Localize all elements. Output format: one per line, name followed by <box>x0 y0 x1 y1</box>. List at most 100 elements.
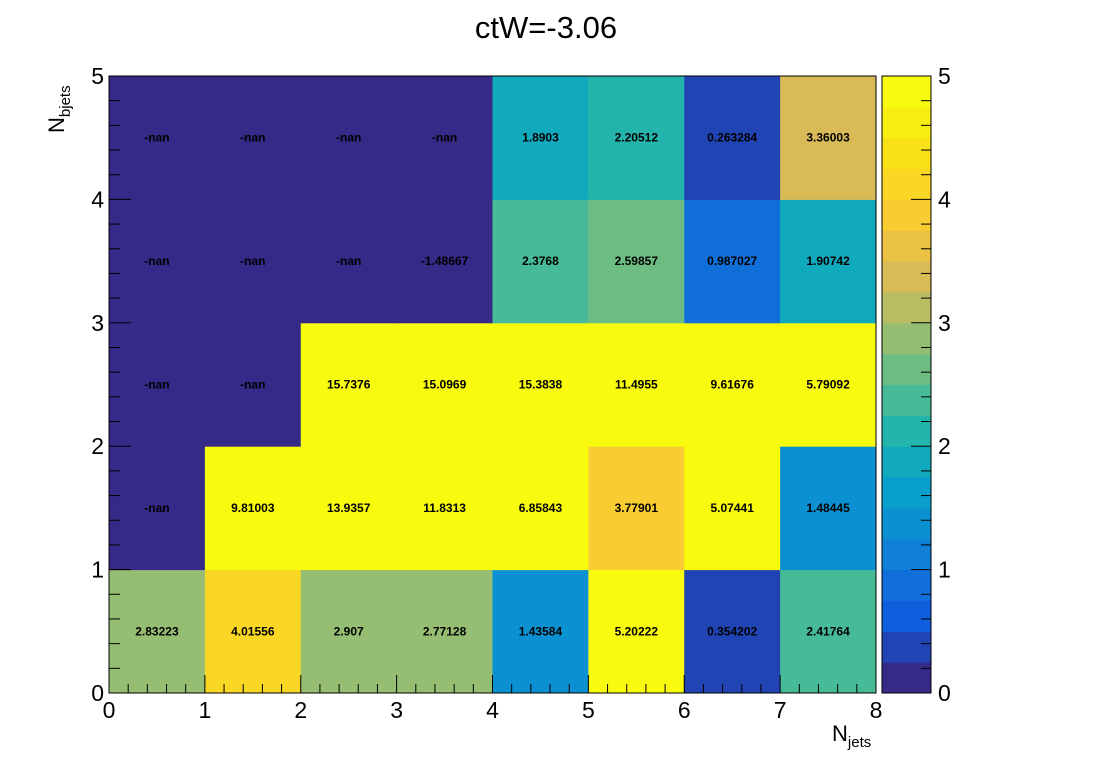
colorbar-band <box>882 384 931 416</box>
cell-value-label: 2.59857 <box>615 254 659 268</box>
y-axis-title: Nbjets <box>44 85 74 133</box>
y-tick-label: 1 <box>91 557 104 583</box>
heatmap-cell <box>780 199 877 324</box>
heatmap-cell <box>204 199 302 324</box>
colorbar-band <box>882 507 931 540</box>
cell-value-label: 2.20512 <box>615 131 659 145</box>
x-tick-label: 0 <box>103 697 116 723</box>
x-axis-label-sub: jets <box>847 734 871 751</box>
cell-value-label: 0.987027 <box>707 254 757 268</box>
heatmap-cell <box>300 322 398 447</box>
heatmap-cell <box>300 446 398 571</box>
x-tick-label: 8 <box>870 697 883 723</box>
heatmap-cell <box>204 322 302 447</box>
colorbar-band <box>882 538 931 571</box>
heatmap-cell <box>780 569 877 694</box>
colorbar-band <box>882 230 931 262</box>
cell-value-label: 5.79092 <box>806 378 850 392</box>
colorbar-tick-label: 4 <box>938 186 951 212</box>
y-tick-label: 3 <box>91 310 104 336</box>
cell-value-label: 13.9357 <box>327 501 371 515</box>
heatmap-cell <box>684 569 781 694</box>
colorbar-band <box>882 446 931 478</box>
heatmap-cell <box>780 322 877 447</box>
x-axis-title: Njets <box>832 721 871 751</box>
colorbar-band <box>882 199 931 231</box>
colorbar-band <box>882 353 931 385</box>
heatmap-cell <box>684 446 781 571</box>
x-tick-label: 4 <box>486 697 499 723</box>
colorbar-tick-label: 3 <box>938 310 951 336</box>
cell-value-label: 2.83223 <box>135 624 179 638</box>
cell-value-label: 9.81003 <box>231 501 275 515</box>
cell-value-label: 4.01556 <box>231 624 275 638</box>
heatmap-cell <box>588 322 685 447</box>
heatmap-cell-labels: 2.83223 4.01556 2.907 2.77128 1.43584 5.20222… <box>135 131 850 639</box>
cell-value-label: -nan <box>144 378 169 392</box>
cell-value-label: 11.8313 <box>423 501 466 515</box>
y-axis-label: N <box>44 117 69 133</box>
cell-value-label: 9.61676 <box>710 378 754 392</box>
cell-value-label: 1.90742 <box>806 254 850 268</box>
cell-value-label: 11.4955 <box>615 378 658 392</box>
colorbar-band <box>882 137 931 170</box>
heatmap-cell <box>396 322 493 447</box>
heatmap-cell <box>684 76 781 200</box>
cell-value-label: 0.263284 <box>707 131 757 145</box>
axes: 0 1 2 3 4 5 6 7 8 0 1 2 3 4 5 0 1 2 3 4 5 <box>91 63 951 723</box>
heatmap-cell <box>684 199 781 324</box>
cell-value-label: 15.7376 <box>327 378 371 392</box>
heatmap-cell <box>588 569 685 694</box>
x-tick-label: 7 <box>774 697 787 723</box>
colorbar-band <box>882 76 931 108</box>
heatmap-cell <box>492 199 589 324</box>
heatmap-cell <box>588 446 685 571</box>
heatmap-cell <box>109 199 206 324</box>
cell-value-label: 3.36003 <box>806 131 850 145</box>
cell-value-label: 1.8903 <box>522 131 559 145</box>
heatmap-cell <box>109 76 206 200</box>
y-tick-label: 5 <box>91 63 104 89</box>
y-tick-label: 4 <box>91 186 104 212</box>
cell-value-label: 6.85843 <box>519 501 563 515</box>
heatmap-cell <box>300 199 398 324</box>
cell-value-label: 15.0969 <box>423 378 467 392</box>
cell-value-label: -nan <box>240 378 265 392</box>
colorbar-band <box>882 291 931 324</box>
colorbar-band <box>882 600 931 632</box>
heatmap-cell <box>204 76 302 200</box>
cell-value-label: 0.354202 <box>707 624 757 638</box>
cell-value-label: -nan <box>144 254 169 268</box>
cell-value-label: 2.41764 <box>806 624 850 638</box>
colorbar-band <box>882 662 931 694</box>
cell-value-label: -nan <box>432 131 457 145</box>
y-axis-label-sub: bjets <box>57 85 74 117</box>
cell-value-label: -nan <box>240 131 265 145</box>
y-tick-label: 0 <box>91 680 104 706</box>
heatmap-cell <box>109 446 206 571</box>
heatmap-cell <box>588 199 685 324</box>
heatmap-cells <box>109 76 877 694</box>
cell-value-label: -nan <box>336 254 361 268</box>
heatmap-cell <box>780 446 877 571</box>
x-tick-label: 2 <box>294 697 307 723</box>
cell-value-label: -nan <box>144 501 169 515</box>
heatmap-cell <box>396 446 493 571</box>
colorbar-band <box>882 168 931 200</box>
colorbar-frame <box>881 75 932 694</box>
colorbar-tick-label: 2 <box>938 433 951 459</box>
colorbar-tick-label: 0 <box>938 680 951 706</box>
heatmap-cell <box>492 322 589 447</box>
colorbar-band <box>882 631 931 663</box>
chart-title: ctW=-3.06 <box>475 10 617 45</box>
x-tick-label: 6 <box>678 697 691 723</box>
cell-value-label: -nan <box>336 131 361 145</box>
heatmap-cell <box>396 76 493 200</box>
colorbar <box>882 76 931 694</box>
colorbar-band <box>882 569 931 601</box>
colorbar-band <box>882 261 931 293</box>
colorbar-band <box>882 106 931 139</box>
colorbar-tick-label: 1 <box>938 557 951 583</box>
heatmap-cell <box>684 322 781 447</box>
